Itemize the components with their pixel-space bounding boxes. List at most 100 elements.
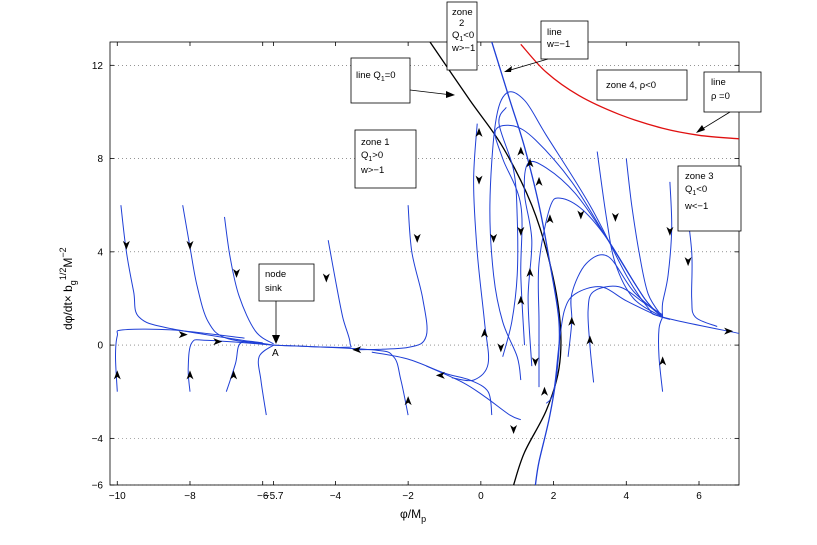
x-tick-label: −4 — [330, 491, 342, 502]
flow-arrow — [490, 233, 498, 243]
svg-text:Q1<0: Q1<0 — [685, 184, 707, 197]
flow-arrow — [517, 226, 525, 236]
y-axis-label: dφ/dt× bg1/2M−2 — [58, 247, 78, 330]
trajectory-1 — [120, 205, 274, 346]
flow-arrow — [186, 240, 194, 250]
trajectory-21 — [587, 285, 663, 383]
x-tick-label: 0 — [478, 491, 484, 502]
flow-arrow — [526, 267, 534, 277]
svg-text:zone 1: zone 1 — [361, 137, 390, 148]
svg-text:line: line — [711, 77, 726, 88]
flow-arrow — [497, 343, 505, 353]
flow-arrow — [475, 175, 483, 185]
x-axis-label: φ/Mp — [400, 507, 426, 524]
flow-arrow — [517, 295, 525, 305]
svg-text:zone 3: zone 3 — [685, 171, 714, 182]
plot-frame — [109, 41, 740, 486]
y-ticks: −6 −4 0 4 8 12 — [92, 61, 739, 492]
trajectory-9 — [273, 344, 409, 416]
flow-arrow — [510, 425, 518, 435]
svg-text:w<−1: w<−1 — [684, 201, 708, 212]
x-tick-label: −6 — [257, 491, 269, 502]
svg-text:zone: zone — [452, 7, 473, 18]
flow-arrow — [352, 346, 362, 354]
flow-arrow — [413, 233, 421, 243]
annotation-line-w: line w=−1 — [504, 20, 589, 72]
annotation-zone-3: zone 3 Q1<0 w<−1 — [677, 165, 742, 232]
trajectories — [114, 91, 739, 421]
x-tick-label: 4 — [624, 491, 630, 502]
flow-arrow — [230, 370, 238, 380]
svg-text:node: node — [265, 269, 286, 280]
flow-arrow — [213, 338, 223, 346]
x-tick-label: −8 — [184, 491, 196, 502]
flow-arrow — [233, 268, 241, 278]
trajectory-7 — [257, 344, 274, 416]
svg-text:ρ =0: ρ =0 — [711, 91, 730, 102]
flow-arrow — [122, 240, 130, 250]
trajectory-24 — [661, 181, 673, 318]
svg-text:w>−1: w>−1 — [360, 165, 384, 176]
boundary-line-q1-0 — [429, 42, 562, 485]
svg-text:line Q1=0: line Q1=0 — [356, 70, 396, 83]
annotation-line-rho: line ρ =0 — [696, 71, 762, 133]
flow-arrow — [724, 327, 734, 335]
flow-arrow — [322, 273, 330, 283]
flow-arrow — [535, 176, 543, 186]
trajectory-23 — [625, 158, 664, 318]
flow-arrow — [480, 328, 488, 338]
trajectory-16 — [494, 124, 663, 346]
svg-text:Q1<0: Q1<0 — [452, 30, 474, 43]
flow-arrow — [186, 370, 194, 380]
svg-text:Q1>0: Q1>0 — [361, 150, 383, 163]
annotation-zone-4: zone 4, ρ<0 — [596, 69, 688, 101]
x-tick-label: −2 — [402, 491, 414, 502]
trajectory-13 — [426, 365, 522, 421]
trajectory-3 — [187, 339, 274, 392]
flow-arrow — [611, 212, 619, 222]
flow-arrow — [666, 226, 674, 236]
svg-text:zone 4, ρ<0: zone 4, ρ<0 — [606, 80, 656, 91]
flow-arrow — [586, 335, 594, 345]
trajectory-17 — [523, 160, 663, 367]
annotation-zone-2: zone 2 Q1<0 w>−1 — [446, 1, 478, 71]
y-tick-label: −6 — [92, 481, 104, 492]
x-tick-label: −5.7 — [264, 491, 284, 502]
trajectory-18 — [537, 197, 663, 388]
boundary-curves — [429, 42, 739, 485]
svg-text:w>−1: w>−1 — [451, 43, 475, 54]
y-tick-label: 0 — [97, 341, 103, 352]
flow-arrow — [475, 127, 483, 137]
flow-arrow — [113, 370, 121, 380]
grid-lines — [110, 65, 739, 486]
svg-text:line: line — [547, 27, 562, 38]
point-a-label: A — [272, 348, 279, 359]
trajectory-11 — [371, 351, 493, 416]
trajectory-5 — [225, 340, 263, 392]
y-tick-label: 12 — [92, 61, 104, 72]
svg-text:sink: sink — [265, 283, 282, 294]
trajectory-6 — [224, 216, 274, 345]
flow-arrow — [435, 371, 445, 379]
flow-arrow — [531, 357, 539, 367]
y-tick-label: 4 — [97, 247, 103, 258]
boundary-line-w-1 — [491, 42, 561, 485]
trajectory-26 — [658, 316, 664, 392]
trajectory-22 — [596, 151, 663, 318]
annotation-node-sink: node sink — [258, 263, 315, 344]
flow-arrow — [568, 316, 576, 326]
flow-arrow — [178, 331, 188, 339]
svg-text:2: 2 — [459, 18, 464, 29]
svg-text:w=−1: w=−1 — [546, 39, 570, 50]
x-ticks: −10 −8 −6−5.7 −4 −2 0 2 4 6 — [109, 42, 702, 502]
y-tick-label: 8 — [97, 154, 103, 165]
x-tick-label: 2 — [551, 491, 557, 502]
trajectory-19 — [545, 286, 671, 404]
trajectory-2 — [114, 328, 245, 392]
boundary-line-rho-0 — [520, 43, 739, 140]
x-tick-label: −10 — [109, 491, 126, 502]
y-tick-label: −4 — [92, 434, 104, 445]
flow-arrow — [526, 158, 534, 168]
flow-arrow — [684, 257, 692, 267]
